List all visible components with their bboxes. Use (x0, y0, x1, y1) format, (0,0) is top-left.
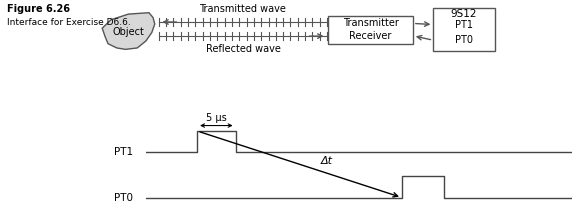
Text: Reflected wave: Reflected wave (206, 44, 280, 54)
Text: 9S12: 9S12 (451, 8, 477, 18)
Bar (328, 16, 413, 44)
Text: Interface for Exercise D6.6.: Interface for Exercise D6.6. (7, 18, 131, 27)
Text: Receiver: Receiver (349, 31, 392, 41)
Text: Transmitted wave: Transmitted wave (200, 4, 286, 14)
Text: Transmitter: Transmitter (343, 18, 398, 28)
Text: PT0: PT0 (114, 192, 133, 202)
Text: PT1: PT1 (455, 20, 473, 30)
Text: PT0: PT0 (455, 35, 473, 45)
Text: Figure 6.26: Figure 6.26 (7, 4, 70, 14)
Text: Object: Object (113, 27, 144, 37)
Text: PT1: PT1 (114, 147, 133, 157)
Polygon shape (102, 13, 155, 49)
Text: Δt: Δt (321, 156, 333, 166)
Bar (433, 8, 495, 51)
Text: 5 μs: 5 μs (206, 113, 227, 123)
